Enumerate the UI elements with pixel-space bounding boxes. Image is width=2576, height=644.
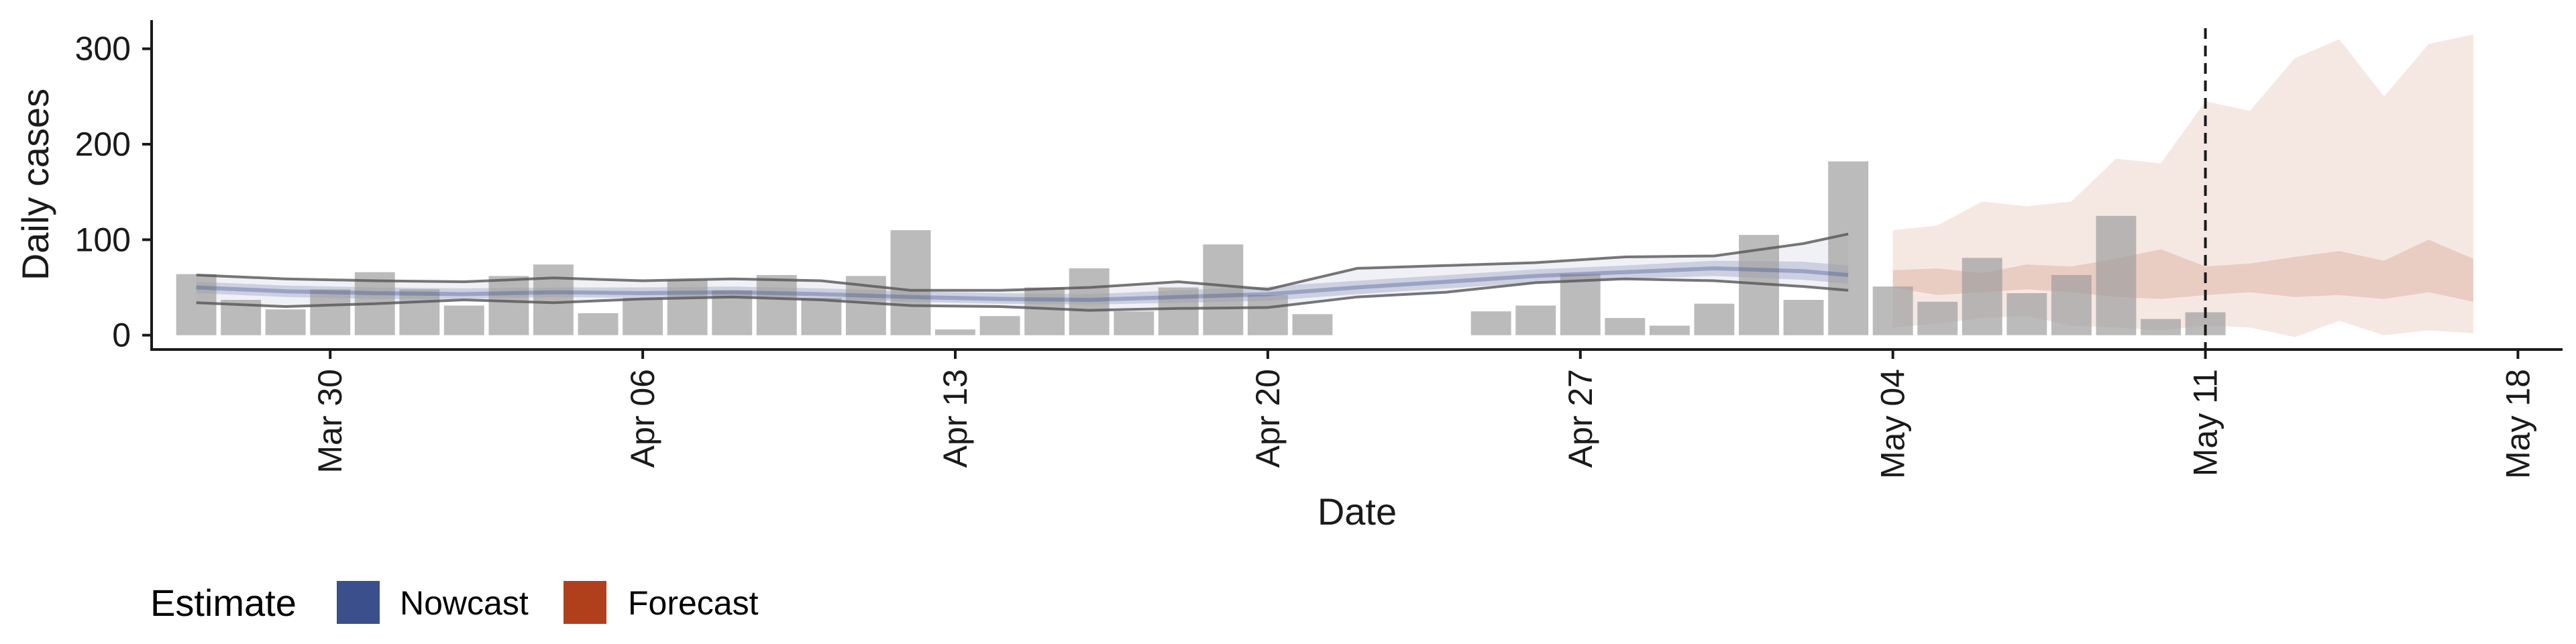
y-tick-label: 0: [112, 317, 131, 354]
nowcast-median-line: [196, 266, 1849, 303]
case-bar: [1560, 274, 1601, 335]
case-bars: [176, 161, 2226, 335]
case-bar: [935, 329, 975, 335]
nowcast-bands: [196, 233, 1849, 311]
case-bar: [265, 309, 306, 335]
y-tick-label: 100: [75, 221, 131, 258]
x-tick-label: May 18: [2499, 369, 2536, 479]
case-bar: [1783, 300, 1824, 335]
x-tick-label: Apr 06: [624, 369, 661, 468]
case-bar: [1962, 258, 2002, 335]
case-bar: [1917, 301, 1958, 335]
case-bar: [1515, 305, 1556, 335]
case-bar: [1024, 287, 1065, 335]
case-bar: [1694, 303, 1735, 335]
x-tick-label: Mar 30: [311, 369, 349, 474]
case-bar: [801, 298, 842, 335]
case-bar: [1247, 294, 1288, 335]
case-bar: [667, 280, 708, 335]
x-tick-label: Apr 27: [1562, 369, 1599, 468]
legend-swatch-forecast: [564, 581, 606, 624]
legend-label-forecast: Forecast: [628, 584, 759, 622]
nowcast-lower-line: [196, 277, 1849, 312]
case-bar: [578, 313, 619, 335]
case-bar: [890, 230, 931, 335]
case-bar: [1605, 318, 1646, 335]
y-tick-label: 300: [75, 30, 131, 68]
legend-swatch-nowcast: [337, 581, 380, 624]
nowcast-outer-band: [196, 233, 1849, 311]
forecast-inner-band: [1892, 239, 2473, 302]
case-bar: [1203, 244, 1244, 335]
x-tick-label: May 04: [1874, 369, 1912, 479]
case-bar: [488, 276, 529, 335]
case-bar: [2141, 319, 2181, 335]
case-bar: [310, 289, 351, 335]
x-axis-title: Date: [1318, 490, 1397, 533]
case-bar: [1470, 311, 1511, 335]
case-bar: [756, 275, 797, 335]
case-bar: [1649, 325, 1690, 335]
x-ticks: Mar 30 Apr 06 Apr 13 Apr 20 Apr 27 May 04 May …: [311, 350, 2536, 479]
case-bar: [2006, 293, 2047, 335]
case-bar: [1114, 311, 1155, 335]
legend: Estimate Nowcast Forecast: [150, 581, 759, 624]
legend-title: Estimate: [150, 582, 297, 624]
case-bar: [399, 289, 440, 335]
case-bar: [623, 298, 663, 335]
forecast-outer-band: [1892, 34, 2473, 337]
nowcast-interval-lines: [196, 232, 1849, 312]
y-axis-title: Daily cases: [14, 89, 56, 280]
case-bar: [979, 316, 1020, 335]
case-bar: [2051, 275, 2092, 335]
case-bar: [1828, 161, 1869, 335]
case-bar: [533, 264, 574, 335]
y-ticks: 0 100 200 300: [75, 30, 152, 354]
legend-label-nowcast: Nowcast: [400, 584, 529, 622]
case-bar: [1069, 268, 1110, 335]
case-bar: [1158, 287, 1199, 335]
x-tick-label: Apr 13: [936, 369, 974, 468]
case-bar: [2096, 215, 2137, 335]
axes: 0 100 200 300 Mar 30 Apr 06 Apr 13 Apr 20 Apr 2…: [14, 20, 2563, 533]
plot-area: [176, 28, 2473, 350]
case-bar: [443, 305, 484, 335]
nowcast-inner-band: [196, 260, 1849, 305]
x-tick-label: Apr 20: [1249, 369, 1287, 468]
forecast-bands: [1892, 34, 2473, 337]
x-tick-label: May 11: [2187, 369, 2224, 476]
case-bar: [1872, 286, 1913, 335]
case-bar: [1292, 314, 1333, 335]
y-tick-label: 200: [75, 125, 131, 163]
nowcast-upper-line: [196, 232, 1849, 292]
